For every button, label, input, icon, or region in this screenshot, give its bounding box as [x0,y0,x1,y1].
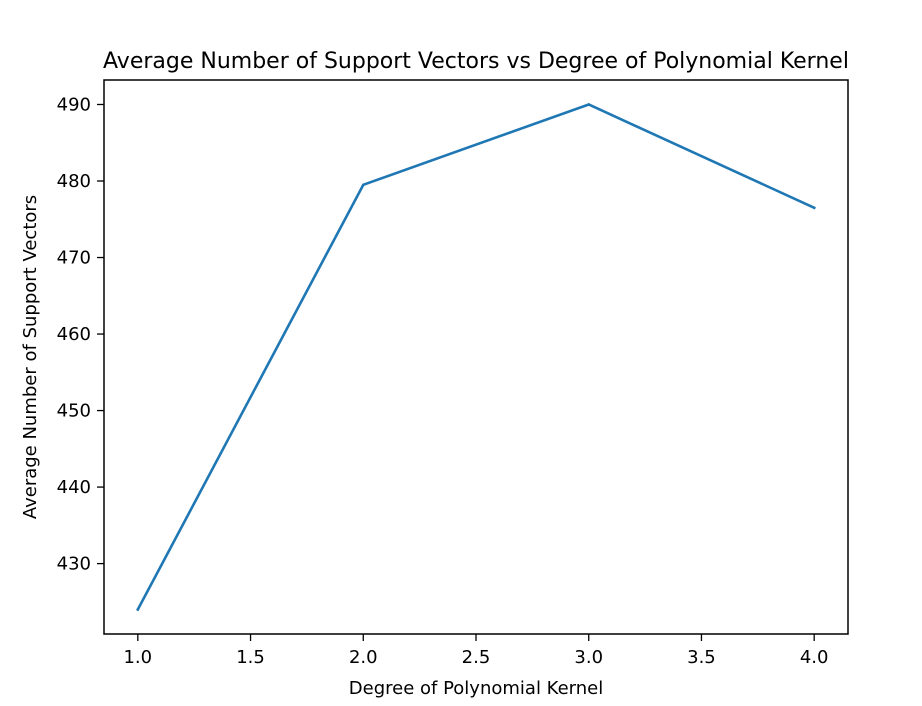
plot-frame [103,79,849,635]
data-point [136,608,140,611]
data-point [812,206,816,210]
data-point [361,183,365,187]
y-tick-label: 430 [57,554,91,575]
y-axis-label: Average Number of Support Vectors [20,195,41,519]
y-tick-label: 490 [57,94,91,115]
y-tick-label: 460 [57,324,91,345]
x-tick-label: 2.5 [462,647,491,668]
x-tick-label: 1.5 [236,647,265,668]
y-tick-label: 470 [57,248,91,269]
x-axis-label: Degree of Polynomial Kernel [349,678,603,699]
x-tick-label: 3.0 [574,647,603,668]
y-tick-label: 440 [57,477,91,498]
series-layer [136,103,816,612]
y-tick-label: 480 [57,171,91,192]
series-line [136,103,816,612]
data-point [587,103,591,106]
x-tick-label: 1.0 [123,647,152,668]
x-tick-label: 4.0 [800,647,829,668]
ticks-layer: 1.0 1.5 2.0 2.5 3.0 3.5 4.0 430 440 450 460 470 480 4… [57,94,829,668]
x-tick-label: 3.5 [687,647,716,668]
chart-title: Average Number of Support Vectors vs Deg… [103,49,849,74]
y-tick-label: 450 [57,401,91,422]
x-tick-label: 2.0 [349,647,378,668]
